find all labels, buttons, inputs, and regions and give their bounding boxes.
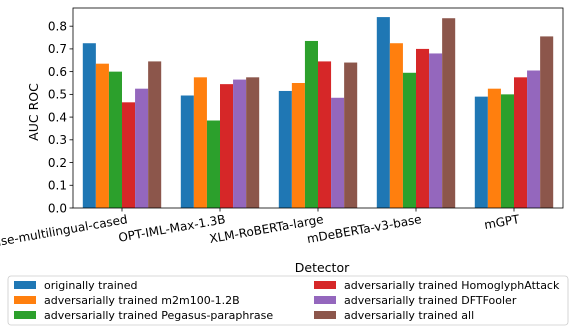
bar: [135, 88, 149, 208]
bar: [442, 18, 456, 209]
bar: [500, 94, 514, 208]
bar: [82, 43, 96, 209]
bar: [233, 79, 247, 208]
legend: originally trained adversarially trained …: [7, 275, 569, 326]
bar: [474, 96, 488, 208]
bar: [148, 61, 162, 209]
legend-entry: adversarially trained all: [344, 309, 474, 322]
legend-entry: adversarially trained DFTFooler: [344, 294, 517, 307]
legend-swatch: [14, 296, 36, 304]
x-axis: BERT-base-multilingual-casedOPT-IML-Max-…: [0, 208, 521, 257]
bar: [206, 120, 220, 208]
y-axis: 0.0 0.1 0.2 0.3 0.4 0.5 0.6 0.7 0.8: [48, 19, 73, 215]
bar: [95, 63, 109, 208]
y-tick-label: 0.0: [48, 201, 67, 215]
bar: [304, 40, 318, 208]
legend-frame: [7, 275, 569, 326]
bar: [278, 90, 292, 208]
bar: [527, 70, 541, 208]
y-tick-label: 0.8: [48, 19, 67, 33]
y-tick-label: 0.7: [48, 42, 67, 56]
bar: [389, 43, 403, 209]
bar: [193, 77, 207, 209]
bar: [487, 88, 501, 208]
bar: [246, 77, 260, 209]
y-tick-label: 0.2: [48, 156, 67, 170]
legend-entry: adversarially trained HomoglyphAttack: [344, 279, 560, 292]
bar: [318, 61, 332, 209]
bar: [429, 53, 443, 208]
bar: [180, 95, 194, 208]
legend-entry: originally trained: [44, 279, 138, 292]
legend-swatch: [314, 311, 336, 319]
legend-swatch: [14, 281, 36, 289]
bar: [514, 77, 528, 209]
bar: [122, 102, 136, 208]
x-tick-label: mDeBERTa-v3-base: [306, 212, 423, 246]
bar: [416, 48, 430, 209]
y-tick-label: 0.4: [48, 110, 67, 124]
y-tick-label: 0.5: [48, 88, 67, 102]
y-tick-label: 0.1: [48, 179, 67, 193]
bar: [108, 71, 122, 209]
x-tick-label: mGPT: [483, 212, 521, 232]
y-axis-label: AUC ROC: [26, 83, 41, 141]
plot-area: [72, 7, 564, 209]
legend-swatch: [14, 311, 36, 319]
bar: [402, 72, 416, 208]
bar: [331, 97, 345, 208]
bar: [376, 17, 390, 208]
legend-entry: adversarially trained Pegasus-paraphrase: [44, 309, 273, 322]
legend-swatch: [314, 296, 336, 304]
bar: [540, 36, 554, 209]
x-tick-label: BERT-base-multilingual-cased: [0, 212, 129, 257]
bar: [220, 84, 234, 208]
bar: [344, 62, 358, 208]
legend-swatch: [314, 281, 336, 289]
x-axis-label: Detector: [295, 260, 350, 275]
y-tick-label: 0.3: [48, 133, 67, 147]
bar: [291, 83, 305, 208]
y-tick-label: 0.6: [48, 65, 67, 79]
legend-entry: adversarially trained m2m100-1.2B: [44, 294, 240, 307]
